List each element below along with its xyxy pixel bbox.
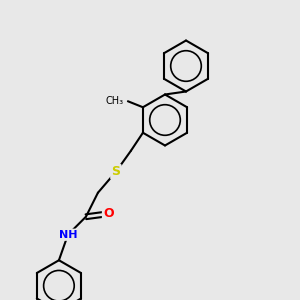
Text: CH₃: CH₃ — [105, 96, 123, 106]
Text: O: O — [103, 207, 114, 220]
Text: NH: NH — [59, 230, 77, 240]
Text: S: S — [111, 165, 120, 178]
